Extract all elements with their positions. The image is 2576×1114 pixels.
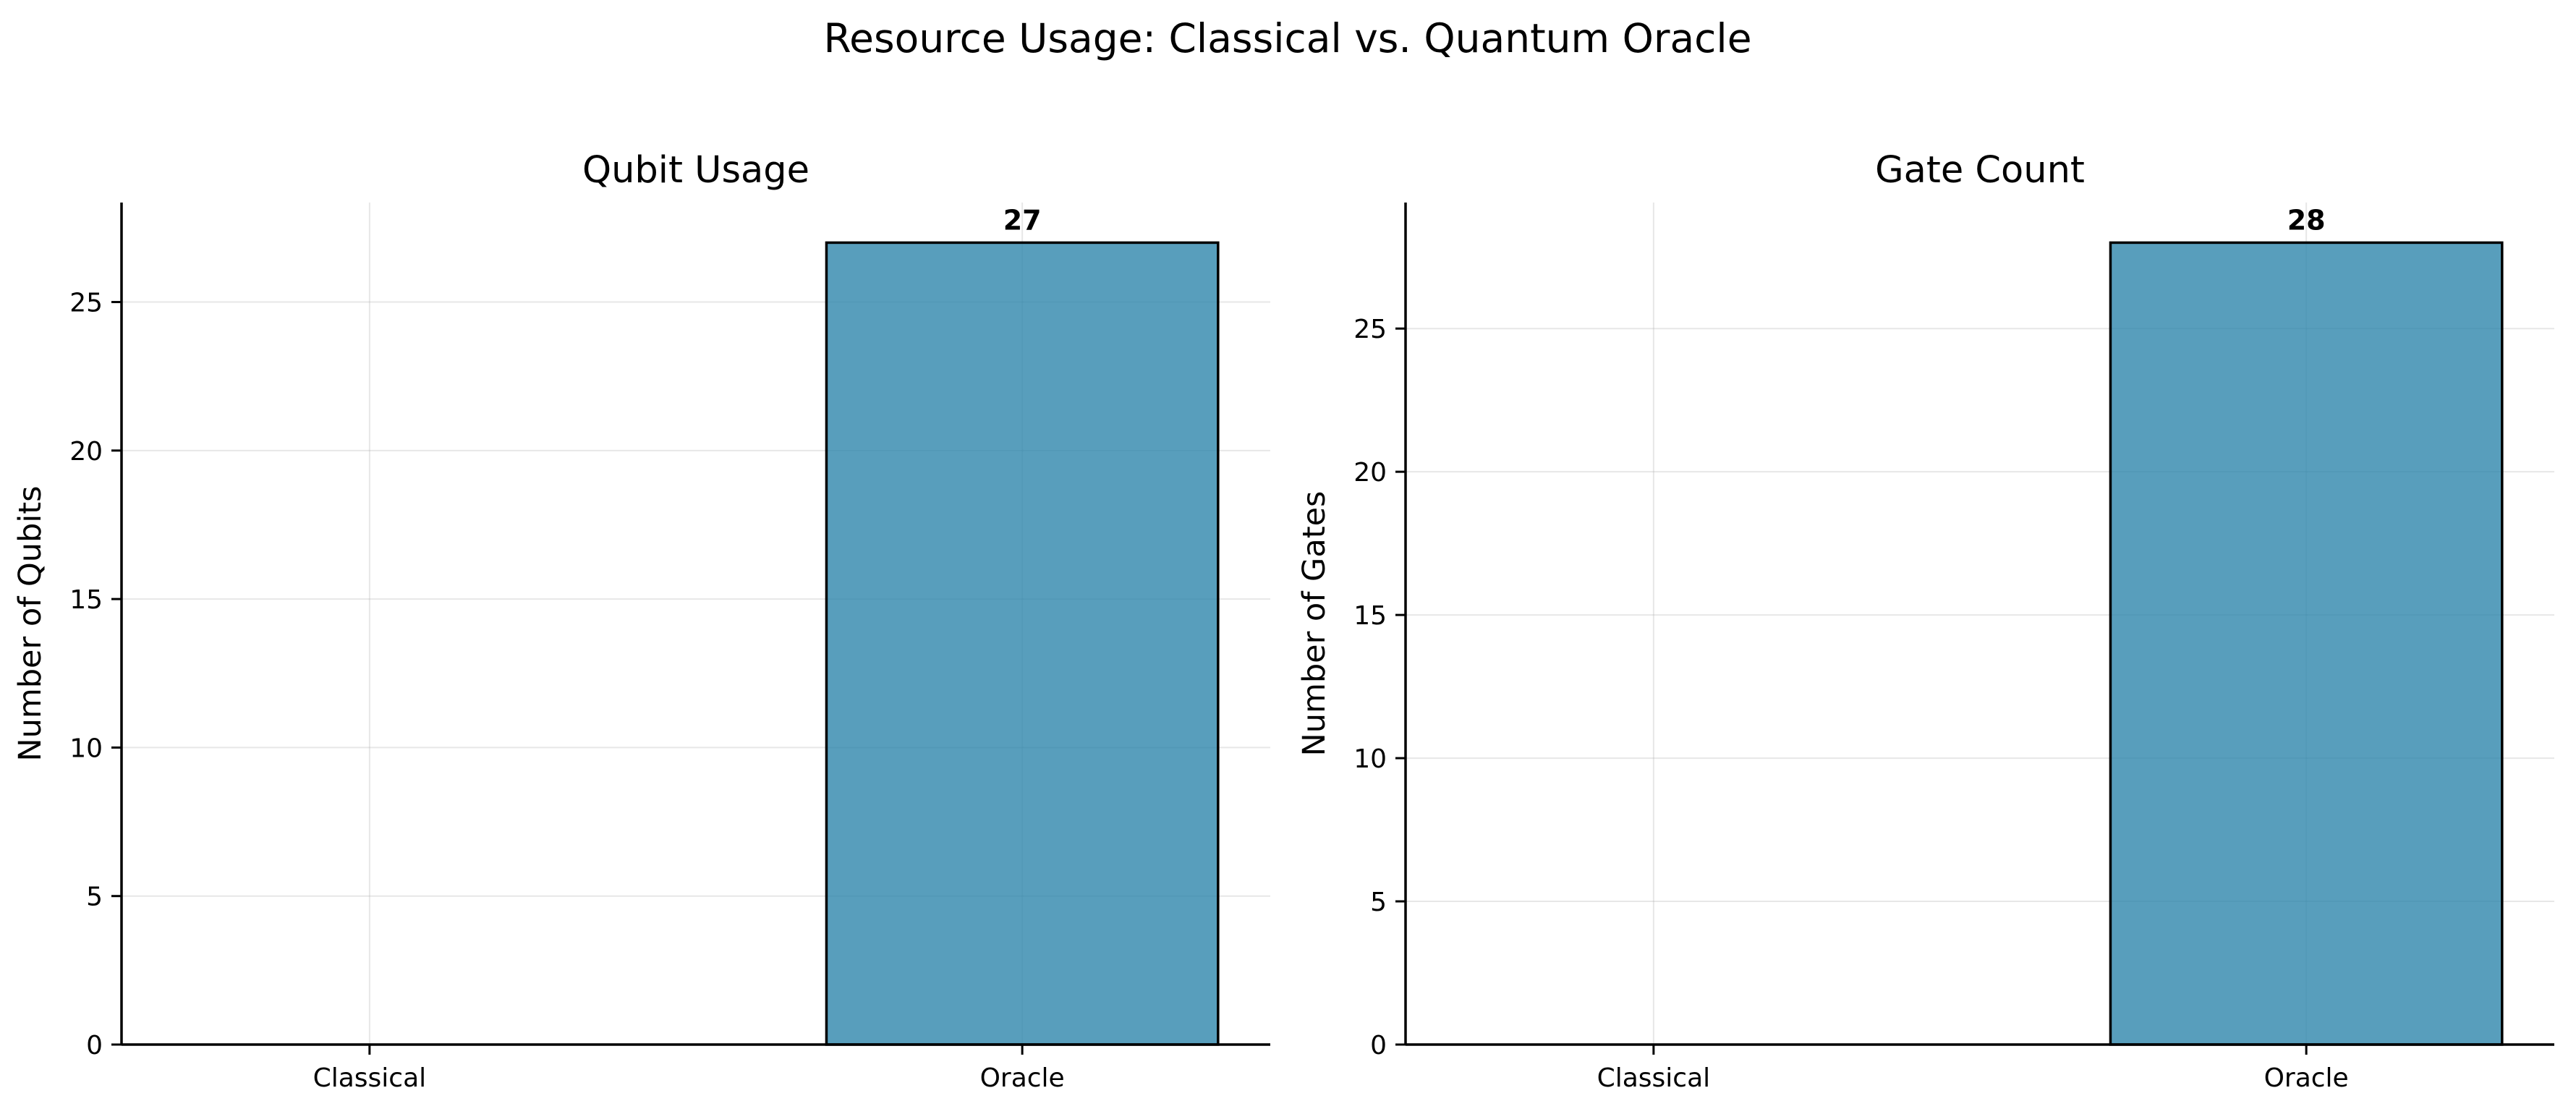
y-tick-label: 25 [69,289,103,318]
y-tick-label: 25 [1353,315,1387,344]
x-tick-label-classical: Classical [313,1063,427,1093]
bar-oracle [2109,241,2504,1046]
y-tick-label: 20 [69,437,103,467]
data-label-oracle: 28 [2287,204,2326,236]
figure-title: Resource Usage: Classical vs. Quantum Or… [823,15,1751,61]
chart-panel-1: 27 0 5 10 15 20 25 Classical Oracle Qubit Usage Nu… [12,149,1270,1093]
y-tick-label: 20 [1353,458,1387,488]
chart-title: Gate Count [1875,149,2085,192]
chart-panel-2: 28 0 5 10 15 20 25 Classical Oracle Gate Count Num… [1296,149,2554,1093]
x-tick-label-classical: Classical [1597,1063,1711,1093]
y-tick-label: 0 [86,1031,103,1060]
y-tick-label: 15 [1353,601,1387,631]
x-tick-label-oracle: Oracle [980,1063,1065,1093]
y-tick-label: 10 [69,734,103,763]
chart-title: Qubit Usage [582,149,809,192]
y-axis-label: Number of Qubits [12,485,48,761]
chart-panels: 27 0 5 10 15 20 25 Classical Oracle Qubit Usage Nu… [12,149,2554,1093]
data-label-oracle: 27 [1003,204,1042,236]
y-tick-label: 10 [1353,744,1387,774]
y-tick-label: 5 [86,883,103,912]
x-tick-label-oracle: Oracle [2264,1063,2349,1093]
y-axis-label: Number of Gates [1296,491,1332,757]
y-tick-label: 15 [69,585,103,615]
bar-oracle [825,241,1220,1046]
y-tick-label: 5 [1370,888,1387,917]
y-tick-label: 0 [1370,1031,1387,1060]
